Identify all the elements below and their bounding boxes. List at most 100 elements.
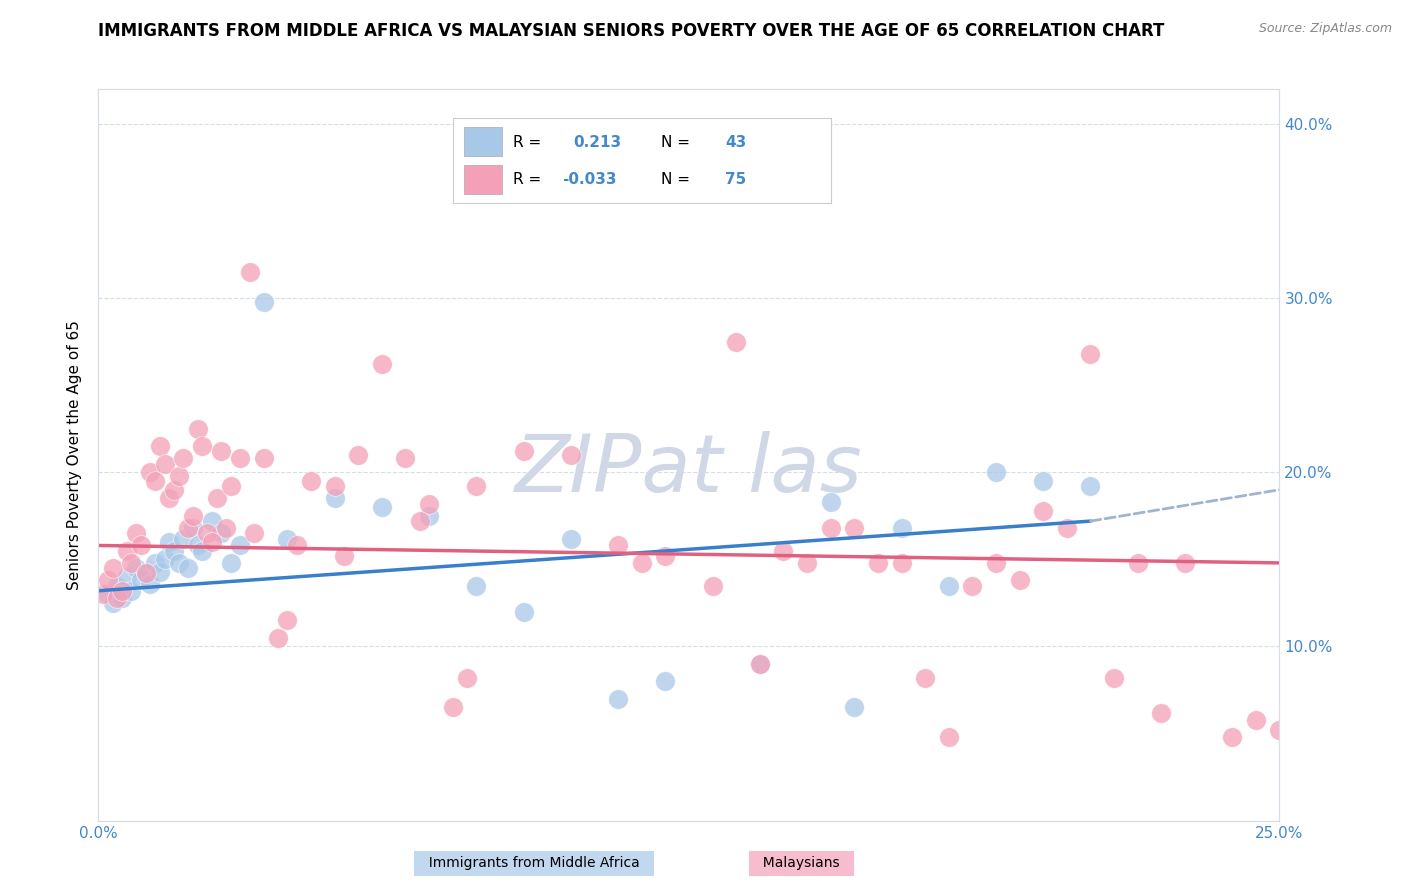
Point	[347, 448, 370, 462]
Bar	[464, 127, 502, 156]
Point	[101, 596, 124, 610]
Point	[465, 578, 488, 592]
Point	[1126, 556, 1149, 570]
Point	[984, 466, 1007, 480]
Text: R =: R =	[513, 171, 541, 186]
Point	[408, 514, 430, 528]
Point	[630, 556, 652, 570]
Point	[890, 556, 912, 570]
Point	[267, 631, 290, 645]
Point	[371, 500, 394, 515]
Point	[111, 591, 134, 605]
Point	[209, 526, 232, 541]
Point	[607, 691, 630, 706]
Point	[191, 439, 214, 453]
Text: 75: 75	[725, 171, 747, 186]
Y-axis label: Seniors Poverty Over the Age of 65: Seniors Poverty Over the Age of 65	[67, 320, 83, 590]
Point	[191, 543, 214, 558]
Point	[97, 587, 120, 601]
Point	[91, 587, 114, 601]
Point	[115, 570, 138, 584]
Point	[1008, 574, 1031, 588]
Text: R =: R =	[513, 135, 541, 150]
Point	[371, 357, 394, 371]
Point	[105, 591, 128, 605]
Point	[157, 535, 180, 549]
Point	[209, 444, 232, 458]
Point	[512, 605, 534, 619]
Text: Malaysians: Malaysians	[754, 856, 849, 871]
Point	[1244, 713, 1267, 727]
Point	[177, 561, 200, 575]
Text: Source: ZipAtlas.com: Source: ZipAtlas.com	[1258, 22, 1392, 36]
Point	[215, 521, 238, 535]
Point	[115, 543, 138, 558]
Point	[866, 556, 889, 570]
Point	[253, 294, 276, 309]
Point	[135, 566, 157, 581]
Point	[163, 483, 186, 497]
Text: -0.033: -0.033	[562, 171, 617, 186]
Text: Immigrants from Middle Africa: Immigrants from Middle Africa	[420, 856, 648, 871]
Point	[1032, 474, 1054, 488]
Point	[560, 448, 582, 462]
Point	[418, 508, 440, 523]
Point	[299, 474, 322, 488]
Point	[702, 578, 724, 592]
Point	[938, 730, 960, 744]
Point	[143, 474, 166, 488]
Point	[820, 495, 842, 509]
Point	[195, 526, 218, 541]
Point	[163, 543, 186, 558]
Point	[333, 549, 356, 563]
Point	[157, 491, 180, 506]
Point	[607, 539, 630, 553]
Point	[187, 539, 209, 553]
Point	[285, 539, 308, 553]
Point	[465, 479, 488, 493]
Point	[105, 578, 128, 592]
Point	[1080, 479, 1102, 493]
Point	[512, 444, 534, 458]
Point	[1174, 556, 1197, 570]
Bar	[464, 165, 502, 194]
Point	[394, 451, 416, 466]
Point	[243, 526, 266, 541]
Point	[125, 526, 148, 541]
Point	[187, 422, 209, 436]
Point	[111, 583, 134, 598]
Point	[984, 556, 1007, 570]
Point	[1102, 671, 1125, 685]
Point	[772, 543, 794, 558]
Point	[153, 552, 176, 566]
Point	[820, 521, 842, 535]
Point	[276, 613, 298, 627]
Point	[253, 451, 276, 466]
Point	[143, 556, 166, 570]
Point	[962, 578, 984, 592]
Point	[201, 535, 224, 549]
Point	[135, 566, 157, 581]
Text: 0.213: 0.213	[574, 135, 621, 150]
Point	[125, 561, 148, 575]
Point	[890, 521, 912, 535]
Point	[172, 532, 194, 546]
Point	[129, 574, 152, 588]
Text: ZIPat las: ZIPat las	[515, 431, 863, 508]
Point	[914, 671, 936, 685]
Text: N =: N =	[661, 171, 689, 186]
Point	[167, 556, 190, 570]
Point	[139, 466, 162, 480]
Point	[1032, 503, 1054, 517]
Point	[139, 576, 162, 591]
Point	[172, 451, 194, 466]
Point	[129, 539, 152, 553]
Point	[229, 539, 252, 553]
Point	[560, 532, 582, 546]
Point	[1268, 723, 1291, 737]
Point	[796, 556, 818, 570]
Point	[844, 700, 866, 714]
Point	[205, 491, 228, 506]
Point	[219, 479, 242, 493]
Point	[149, 565, 172, 579]
